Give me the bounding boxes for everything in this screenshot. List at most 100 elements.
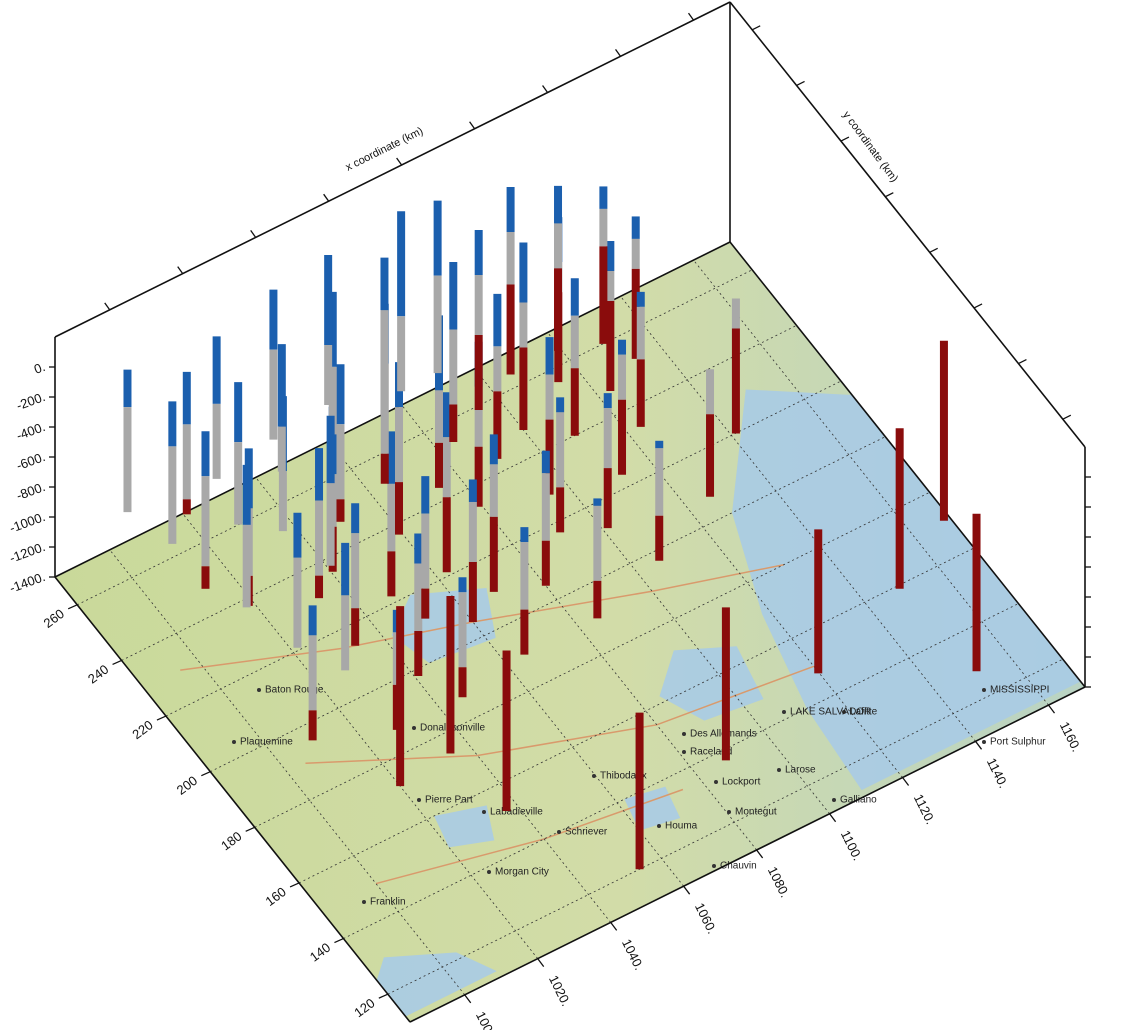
map-label: Pierre Part: [425, 795, 473, 806]
tick-mark: [464, 994, 472, 1004]
x-tick-label: 1000.: [473, 1009, 501, 1030]
tick-mark: [751, 25, 761, 31]
tick-mark: [929, 247, 938, 253]
tick-mark: [245, 826, 255, 832]
tick-mark: [885, 192, 894, 198]
map-label: LAKE SALVADOR: [790, 707, 871, 718]
grid-line: [210, 436, 886, 773]
tick-mark: [973, 303, 983, 309]
town-marker: [557, 830, 561, 834]
town-marker: [657, 824, 661, 828]
town-marker: [232, 740, 236, 744]
map-label: Houma: [665, 821, 698, 832]
tick-mark: [201, 771, 211, 777]
tick-mark: [177, 266, 184, 274]
map-label: Franklin: [370, 897, 406, 908]
grid-line: [343, 603, 1019, 939]
x-tick-label: 1080.: [765, 864, 793, 900]
town-marker: [777, 768, 781, 772]
tick-mark: [1062, 414, 1072, 420]
tick-mark: [112, 659, 122, 666]
map-label: Thibodaux: [600, 771, 647, 782]
box-edge: [54, 241, 731, 578]
town-marker: [362, 900, 366, 904]
tick-mark: [975, 740, 983, 750]
tick-mark: [289, 882, 300, 888]
map-label: Port Sulphur: [990, 737, 1046, 748]
map-label: Schriever: [565, 827, 608, 838]
box-edge: [729, 1, 1086, 448]
x-tick-label: 1020.: [546, 973, 574, 1009]
y-tick-label: 200: [174, 773, 200, 798]
tick-mark: [378, 993, 389, 999]
tick-mark: [796, 80, 805, 87]
town-marker: [842, 710, 846, 714]
water-area: [434, 805, 495, 848]
town-marker: [712, 864, 716, 868]
box-edge: [729, 241, 1086, 688]
town-marker: [982, 740, 986, 744]
map-label: Morgan City: [495, 867, 549, 878]
town-marker: [682, 732, 686, 736]
y-tick-label: 260: [41, 606, 67, 631]
town-marker: [257, 688, 261, 692]
tick-mark: [323, 193, 330, 202]
z-tick-label: -600.: [14, 449, 47, 473]
tick-mark: [104, 302, 111, 311]
tick-mark: [829, 813, 837, 823]
box-edge: [409, 686, 1086, 1023]
x-tick-label: 1100.: [838, 828, 865, 863]
map-label: Montegut: [735, 807, 777, 818]
water-area: [659, 646, 764, 721]
town-marker: [482, 810, 486, 814]
map-label: Baton Rouge: [265, 685, 324, 696]
x-tick-label: 1160.: [1057, 719, 1084, 754]
tick-mark: [756, 849, 764, 859]
box-edge: [54, 1, 731, 338]
grid-line: [387, 658, 1063, 995]
z-tick-label: -1400.: [7, 569, 47, 596]
map-label: Plaquemine: [240, 737, 293, 748]
tick-mark: [156, 715, 167, 721]
tick-mark: [902, 777, 910, 786]
tick-mark: [687, 12, 695, 21]
water-area: [376, 952, 497, 1017]
tick-mark: [396, 157, 403, 166]
tick-mark: [1018, 358, 1027, 365]
map-label: MISSISSIPPI: [990, 685, 1049, 696]
map-label: Raceland: [690, 747, 732, 758]
grid-line: [121, 325, 797, 661]
y-tick-label: 240: [85, 662, 111, 687]
tick-mark: [250, 230, 257, 238]
y-tick-label: 120: [351, 995, 377, 1020]
town-marker: [487, 870, 491, 874]
x-tick-label: 1140.: [984, 756, 1011, 791]
map-label: Labadieville: [490, 807, 543, 818]
town-marker: [982, 688, 986, 692]
y-axis-title: y coordinate (km): [840, 109, 900, 185]
z-tick-label: -1000.: [7, 509, 47, 536]
map-label: Chauvin: [720, 861, 757, 872]
map-label: Larose: [785, 765, 816, 776]
tick-mark: [615, 48, 622, 57]
town-marker: [832, 798, 836, 802]
wells-layer: [123, 185, 981, 870]
grid-line: [254, 491, 930, 828]
y-tick-label: 140: [307, 940, 333, 965]
town-marker: [417, 798, 421, 802]
tick-mark: [610, 922, 618, 931]
tick-mark: [67, 604, 78, 610]
y-tick-label: 180: [218, 828, 244, 853]
x-tick-label: 1040.: [619, 937, 647, 973]
map-label: Lockport: [722, 777, 761, 788]
tick-mark: [683, 885, 691, 895]
map-label: Lafitte: [850, 707, 878, 718]
y-tick-label: 160: [263, 884, 289, 909]
z-tick-label: -1200.: [7, 539, 47, 566]
water-area: [732, 389, 1081, 791]
town-marker: [714, 780, 718, 784]
grid-line: [77, 269, 753, 606]
z-tick-label: -800.: [14, 479, 47, 503]
tick-mark: [542, 85, 549, 93]
